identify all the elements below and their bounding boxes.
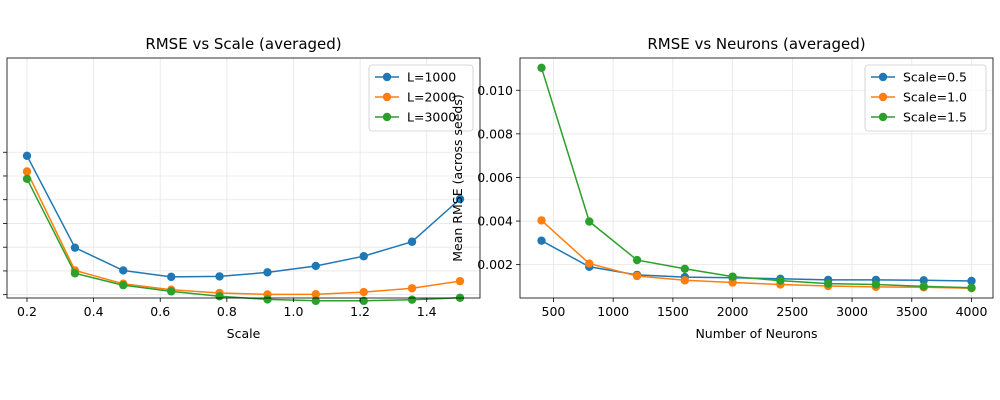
data-point	[680, 264, 690, 273]
x-tick-label: 1.4	[417, 304, 437, 319]
data-point	[311, 261, 320, 271]
series-line-1	[26, 171, 461, 296]
data-point	[119, 266, 128, 275]
data-point	[871, 280, 881, 289]
legend-label: L=1000	[407, 70, 456, 85]
data-point	[680, 276, 690, 285]
data-point	[22, 167, 32, 176]
data-point	[167, 287, 176, 296]
legend-marker	[382, 72, 392, 82]
x-tick-label: 0.8	[217, 304, 237, 319]
data-point	[407, 295, 417, 304]
data-point	[919, 276, 928, 285]
data-point	[70, 269, 80, 278]
data-point	[119, 280, 128, 290]
y-tick-label: 0.002	[477, 257, 513, 272]
series-line-2	[26, 178, 461, 302]
x-tick-label: 2500	[776, 304, 808, 319]
data-point	[70, 243, 80, 252]
y-tick-label: 0.006	[477, 170, 513, 185]
data-point	[632, 271, 642, 281]
x-axis-label: Number of Neurons	[695, 326, 817, 341]
x-tick-label: 1.2	[350, 304, 370, 319]
x-tick-label: 4000	[956, 304, 988, 319]
legend-marker	[878, 112, 888, 122]
data-point	[359, 252, 368, 261]
data-point	[455, 194, 465, 204]
chart-rmse-vs-scale: 0.2 0.4 0.6 0.8 1.0 1.2 1.4 RMSE vs Scale (aver…	[3, 35, 481, 341]
data-point	[22, 174, 32, 184]
data-point	[359, 296, 368, 306]
legend-marker	[382, 112, 392, 122]
y-axis-label: Mean RMSE (across seeds)	[450, 94, 465, 261]
data-point	[263, 268, 272, 277]
data-point	[537, 63, 546, 73]
data-point	[632, 255, 642, 265]
chart-title: RMSE vs Neurons (averaged)	[647, 35, 865, 53]
series-line-2	[540, 67, 972, 289]
data-point	[919, 282, 928, 291]
data-point	[967, 276, 976, 286]
legend-box	[864, 64, 987, 132]
data-point	[215, 272, 224, 281]
data-point	[167, 272, 176, 282]
data-point	[22, 151, 32, 161]
data-point	[585, 259, 594, 268]
data-point	[215, 292, 224, 301]
data-point	[407, 284, 417, 293]
data-point	[728, 272, 737, 281]
legend-marker	[382, 92, 392, 102]
legend-label: Scale=0.5	[903, 70, 967, 85]
data-point	[407, 237, 417, 246]
data-point	[585, 217, 594, 226]
data-point	[967, 283, 976, 292]
chart-rmse-vs-neurons: 500 1000 1500 2000 2500 3000 3500 4000 0.002 0.00…	[450, 35, 994, 341]
data-point	[537, 236, 546, 245]
data-point	[537, 216, 546, 225]
data-point	[455, 276, 465, 286]
x-tick-label: 2000	[717, 304, 749, 319]
chart-title: RMSE vs Scale (averaged)	[145, 35, 341, 53]
x-axis-label: Scale	[227, 326, 261, 341]
data-point	[311, 296, 320, 306]
legend-label: L=3000	[407, 110, 456, 125]
y-tick-label: 0.004	[477, 214, 513, 229]
x-tick-label: 1.0	[284, 304, 304, 319]
x-tick-label: 0.4	[84, 304, 104, 319]
x-tick-label: 1500	[657, 304, 689, 319]
x-tick-label: 1000	[597, 304, 629, 319]
legend-label: Scale=1.0	[903, 90, 967, 105]
data-point	[359, 287, 368, 297]
data-point	[823, 279, 833, 288]
series-line-0	[541, 240, 972, 282]
x-tick-label: 500	[542, 304, 566, 319]
legend-box	[368, 64, 474, 132]
data-point	[728, 278, 737, 287]
axes-frame	[519, 57, 994, 299]
axes-frame	[6, 57, 481, 299]
x-tick-label: 0.2	[17, 304, 37, 319]
data-point	[263, 295, 272, 304]
x-tick-label: 3500	[896, 304, 928, 319]
y-tick-label: 0.008	[477, 126, 513, 141]
legend-marker	[878, 72, 888, 82]
legend-label: Scale=1.5	[903, 110, 967, 125]
series-line-0	[26, 155, 461, 278]
legend-label: L=2000	[407, 90, 456, 105]
series-line-1	[540, 219, 972, 289]
y-tick-label: 0.010	[477, 83, 513, 98]
x-tick-label: 0.6	[150, 304, 170, 319]
x-tick-label: 3000	[836, 304, 868, 319]
data-point	[776, 276, 785, 285]
legend-marker	[878, 92, 888, 102]
data-point	[311, 290, 320, 299]
